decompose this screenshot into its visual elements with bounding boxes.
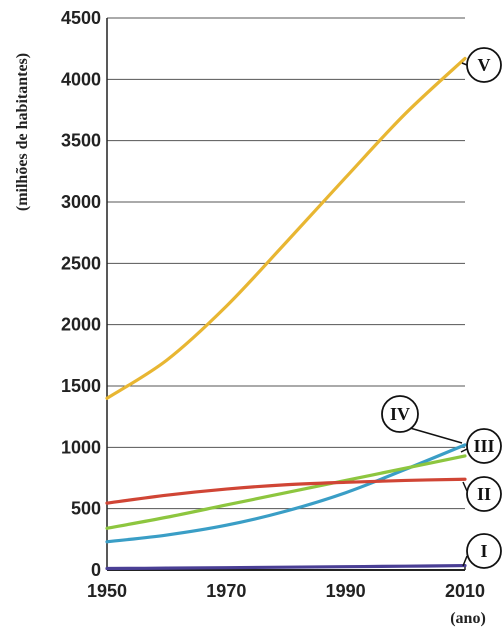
series-lines [105,56,467,571]
series-label-I: I [480,541,487,561]
tick-labels: 0 500 1000 1500 2000 2500 3000 3500 4000 4500 1950… [61,8,485,601]
y-tick-label-2000: 2000 [61,315,101,335]
series-label-circle-V [466,47,502,83]
y-tick-label-1000: 1000 [61,437,101,457]
x-tick-label-1950: 1950 [87,581,127,601]
x-tick-label-1990: 1990 [326,581,366,601]
y-tick-label-2500: 2500 [61,253,101,273]
y-tick-label-4500: 4500 [61,8,101,28]
y-tick-label-500: 500 [71,499,101,519]
series-label-V: V [478,55,491,75]
series-leader-III [460,448,468,453]
axes [106,18,466,571]
series-label-circle-II [466,476,502,512]
y-tick-label-3000: 3000 [61,192,101,212]
series-label-circle-III [466,428,502,464]
series-label-II: II [477,484,491,504]
series-line-V [105,56,467,400]
series-line-I [105,563,467,571]
x-tick-label-1970: 1970 [206,581,246,601]
x-tick-label-2010: 2010 [445,581,485,601]
series-label-IV: IV [390,404,410,424]
series-leader-I [462,555,468,567]
y-tick-label-3500: 3500 [61,131,101,151]
series-label-circle-I [466,533,502,569]
y-tick-label-1500: 1500 [61,376,101,396]
series-leader-II [462,481,468,492]
x-axis-title: (ano) [450,610,486,627]
gridlines [107,17,465,571]
series-leader-IV [409,427,463,444]
series-label-III: III [473,436,494,456]
series-label-circle-IV [381,395,419,433]
y-axis-title: (milhões de habitantes) [14,53,31,211]
y-tick-label-0: 0 [91,560,101,580]
series-line-II [105,477,467,505]
y-tick-label-4000: 4000 [61,69,101,89]
series-line-III [105,454,467,530]
